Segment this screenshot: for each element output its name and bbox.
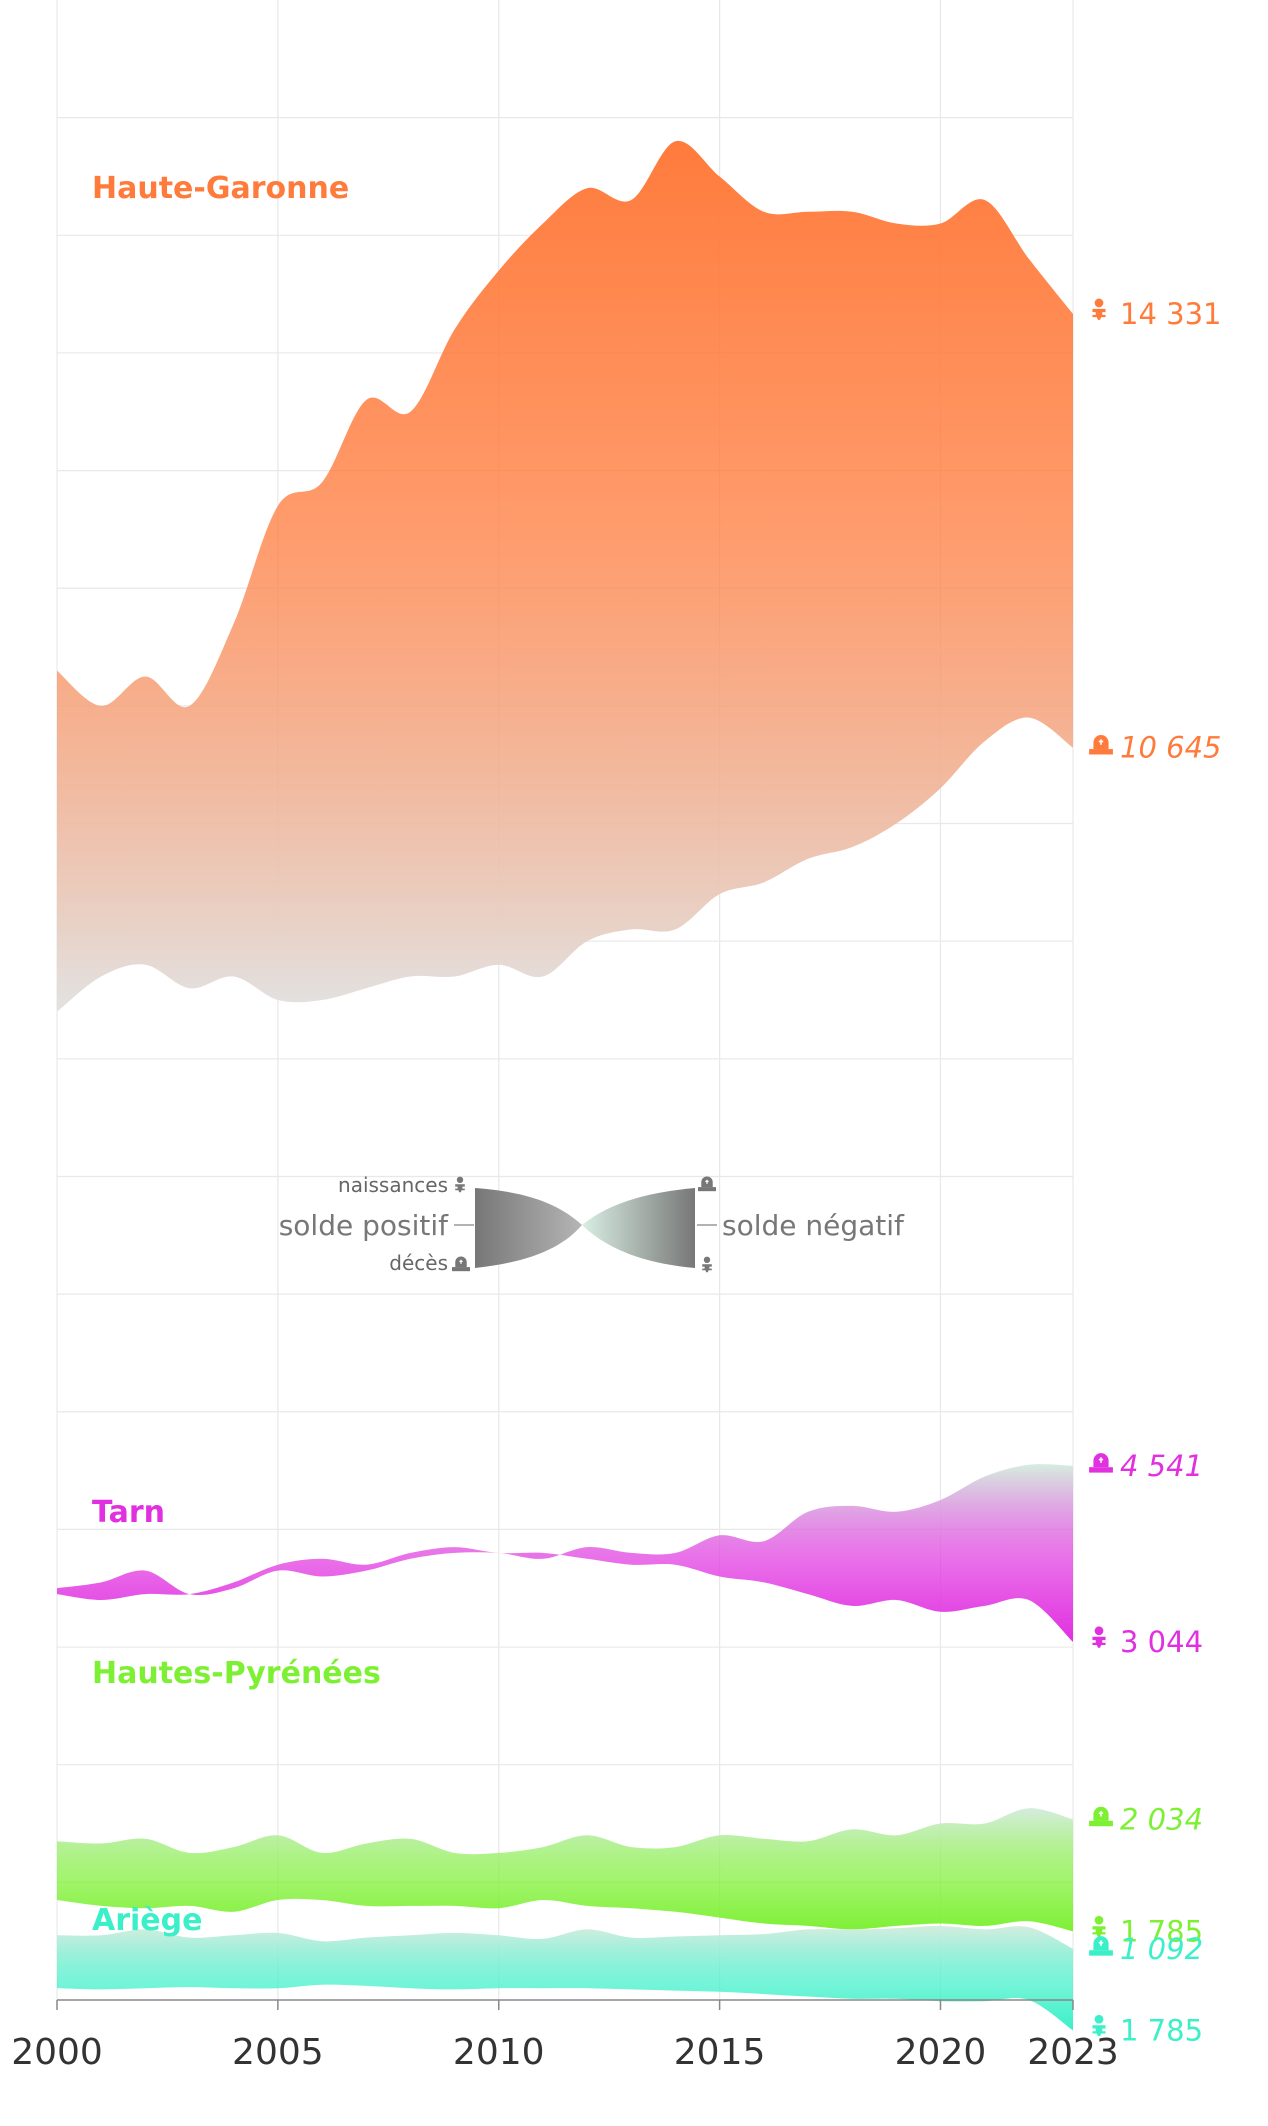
legend-positive-label: solde positif <box>279 1209 449 1242</box>
end-value-deaths: 4 541 <box>1120 1449 1203 1483</box>
series-areas <box>57 140 1073 2031</box>
legend-negative-label: solde négatif <box>722 1209 905 1242</box>
legend-deaths-label: décès <box>389 1251 448 1275</box>
deaths-icon <box>1088 1805 1114 1828</box>
births-icon <box>1092 1626 1106 1648</box>
legend-negative-deaths-icon <box>697 1175 717 1192</box>
x-tick-label: 2020 <box>895 2032 987 2073</box>
area-hautes-pyr-n-es <box>57 1808 1073 1932</box>
deaths-icon <box>1088 1935 1114 1957</box>
x-tick-label: 2015 <box>674 2032 766 2073</box>
legend-deaths-icon <box>451 1255 471 1272</box>
area-haute-garonne <box>57 140 1073 1012</box>
x-tick-label: 2023 <box>1027 2032 1119 2073</box>
legend-births-label: naissances <box>338 1173 448 1197</box>
deaths-icon <box>1088 1452 1114 1474</box>
x-tick-label: 2000 <box>11 2032 103 2073</box>
end-value-births: 14 331 <box>1120 297 1221 331</box>
births-icon <box>1092 1915 1106 1938</box>
series-label: Tarn <box>92 1495 165 1530</box>
end-value-births: 3 044 <box>1120 1625 1203 1659</box>
area-ari-ge <box>57 1925 1073 2031</box>
legend: naissances solde positif décès solde nég… <box>279 1173 905 1275</box>
x-tick-label: 2005 <box>232 2032 324 2073</box>
x-tick-label: 2010 <box>453 2032 545 2073</box>
series-label: Hautes-Pyrénées <box>92 1656 381 1691</box>
series-label: Haute-Garonne <box>92 171 349 206</box>
series-labels: Haute-Garonne 14 331 10 645 Tarn 3 044 4 541 H… <box>92 171 1221 2047</box>
end-value-deaths: 10 645 <box>1120 731 1221 765</box>
area-tarn <box>57 1464 1073 1642</box>
births-icon <box>1092 298 1106 320</box>
legend-negative-shape <box>582 1188 695 1268</box>
series-label: Ariège <box>92 1903 202 1938</box>
end-value-births: 1 785 <box>1120 1914 1203 1948</box>
legend-negative-births-icon <box>702 1256 712 1273</box>
legend-births-icon <box>455 1176 465 1193</box>
end-value-births: 1 785 <box>1120 2013 1203 2047</box>
end-value-deaths: 1 092 <box>1120 1932 1203 1966</box>
end-value-deaths: 2 034 <box>1120 1802 1203 1836</box>
x-axis: 2000 2005 2010 2015 2020 2023 <box>11 1999 1119 2073</box>
deaths-icon <box>1088 734 1114 756</box>
legend-positive-shape <box>475 1188 582 1268</box>
